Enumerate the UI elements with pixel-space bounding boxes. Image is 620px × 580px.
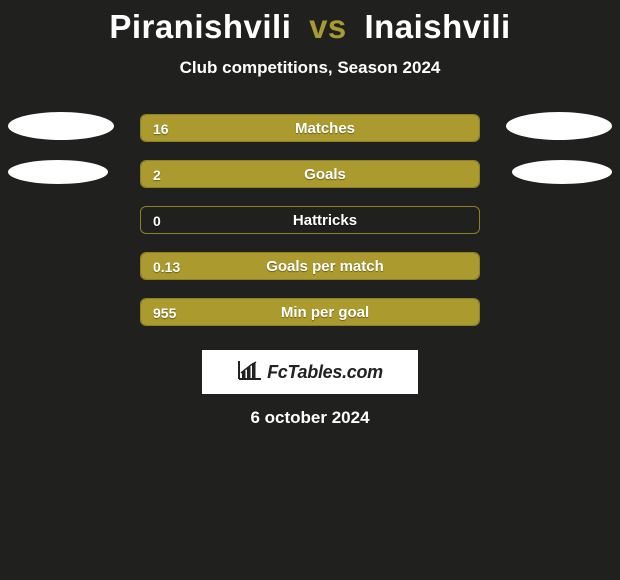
stat-label: Matches <box>141 115 479 142</box>
left-ellipse <box>8 112 114 140</box>
right-ellipse <box>512 160 612 184</box>
stat-row: 2Goals <box>0 158 620 204</box>
stat-bar: 0Hattricks <box>140 206 480 234</box>
stat-label: Goals <box>141 161 479 188</box>
stat-label: Goals per match <box>141 253 479 280</box>
stat-row: 16Matches <box>0 112 620 158</box>
stat-row: 955Min per goal <box>0 296 620 342</box>
stat-rows: 16Matches 2Goals 0Hattricks 0.13Goals per m… <box>0 112 620 342</box>
stat-bar: 16Matches <box>140 114 480 142</box>
right-ellipse <box>506 112 612 140</box>
comparison-title: Piranishvili vs Inaishvili <box>0 0 620 46</box>
player2-name: Inaishvili <box>364 8 510 45</box>
stat-bar: 0.13Goals per match <box>140 252 480 280</box>
date-label: 6 october 2024 <box>0 408 620 428</box>
logo-inner: FcTables.com <box>237 359 383 386</box>
stat-label: Hattricks <box>141 207 479 234</box>
player1-name: Piranishvili <box>109 8 291 45</box>
stat-label: Min per goal <box>141 299 479 326</box>
logo-text: FcTables.com <box>267 362 383 383</box>
fctables-logo[interactable]: FcTables.com <box>202 350 418 394</box>
vs-separator: vs <box>309 8 347 45</box>
barchart-icon <box>237 359 263 386</box>
left-ellipse <box>8 160 108 184</box>
stat-row: 0Hattricks <box>0 204 620 250</box>
stat-row: 0.13Goals per match <box>0 250 620 296</box>
stat-bar: 955Min per goal <box>140 298 480 326</box>
subtitle: Club competitions, Season 2024 <box>0 58 620 78</box>
stat-bar: 2Goals <box>140 160 480 188</box>
